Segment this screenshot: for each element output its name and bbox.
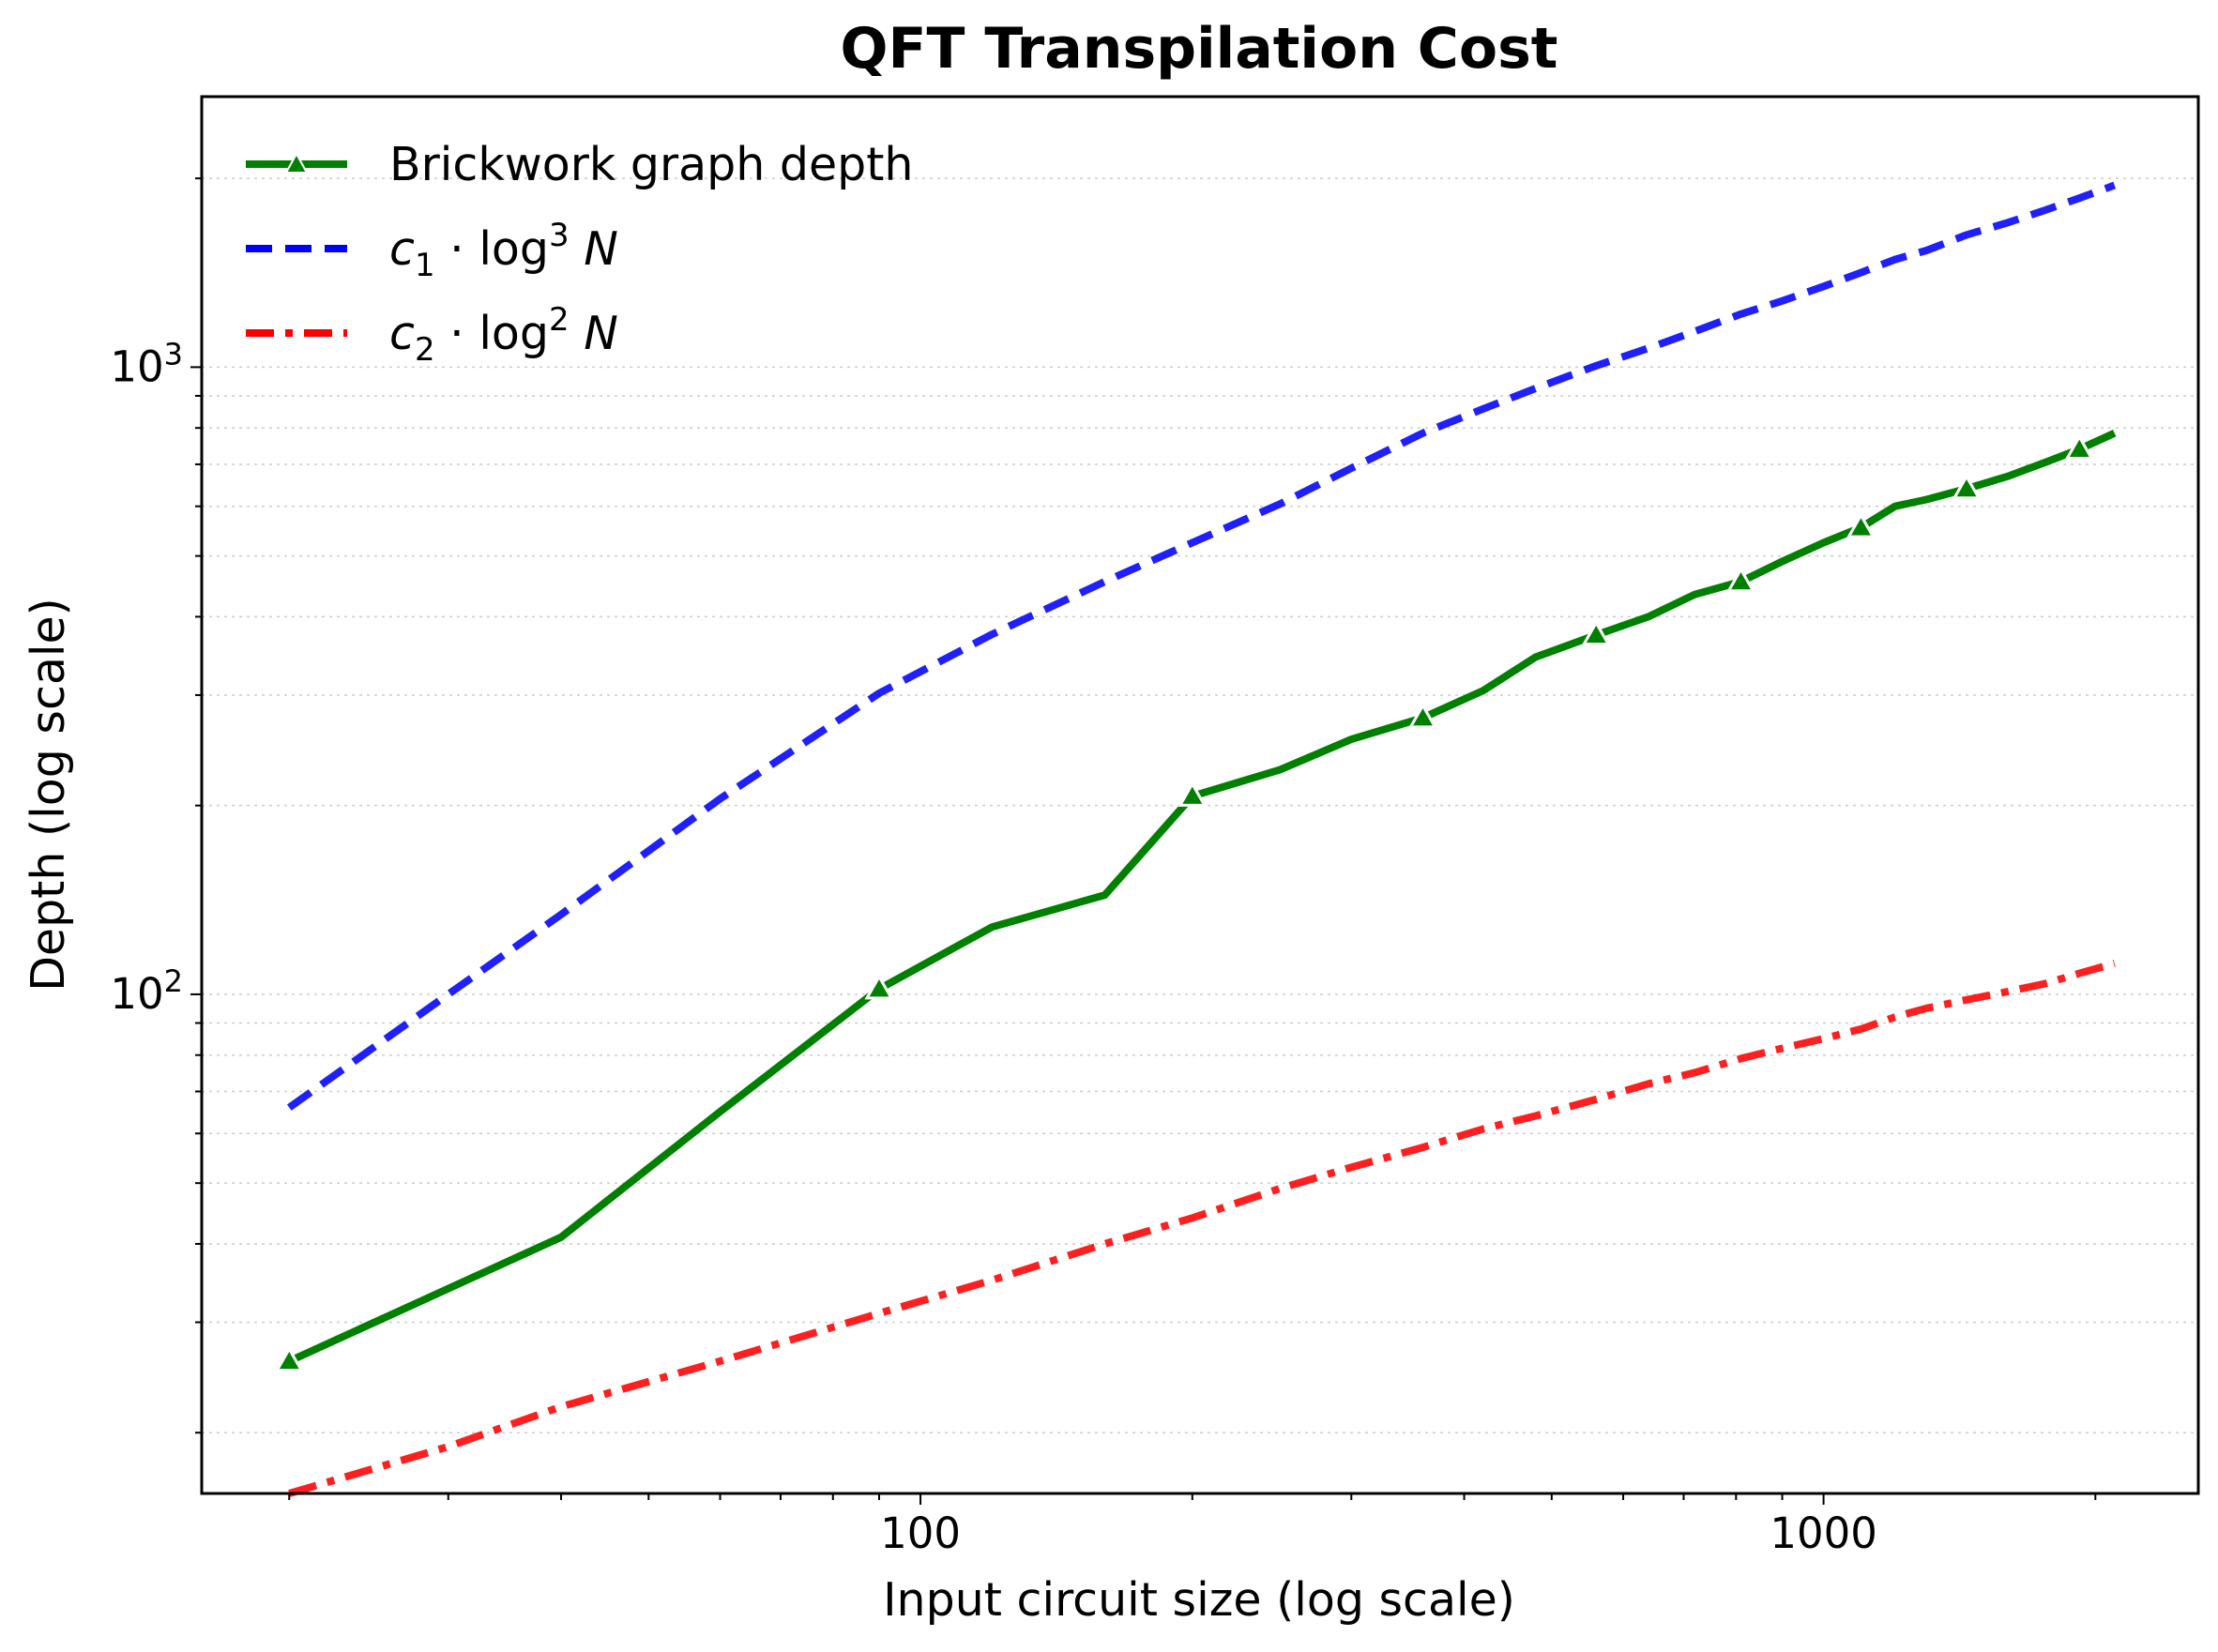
x-axis-label: Input circuit size (log scale) <box>883 1573 1515 1627</box>
plot-frame <box>200 95 2200 1495</box>
series-marker <box>864 974 894 1000</box>
series-marker <box>274 1346 304 1372</box>
series-line-2 <box>288 960 2116 1497</box>
series-marker <box>1846 512 1876 538</box>
series-marker <box>1952 473 1982 500</box>
series-line-1 <box>286 181 2117 1111</box>
ticks: 102 103 100 1000 <box>110 177 2097 1558</box>
series-layer <box>274 181 2117 1497</box>
chart-title: QFT Transpilation Cost <box>841 16 1558 82</box>
y-axis-label: Depth (log scale) <box>22 598 75 992</box>
legend-entry-0: Brickwork graph depth <box>389 138 913 191</box>
legend-marker <box>284 151 309 174</box>
x-tick-label: 1000 <box>1770 1508 1877 1558</box>
y-tick-label: 103 <box>110 336 183 391</box>
series-marker <box>1177 781 1208 807</box>
grid <box>202 177 2198 1433</box>
legend-entry-2: c2 · log2 N <box>389 301 618 369</box>
y-tick-label: 102 <box>110 963 183 1019</box>
series-marker <box>1407 703 1438 729</box>
legend: Brickwork graph depth c1 · log3 N c2 · log… <box>246 138 913 369</box>
legend-entry-1: c1 · log3 N <box>389 217 618 284</box>
series-marker <box>1725 566 1756 593</box>
series-marker <box>1581 619 1611 646</box>
series-marker <box>2064 433 2094 461</box>
x-tick-label: 100 <box>880 1508 961 1558</box>
